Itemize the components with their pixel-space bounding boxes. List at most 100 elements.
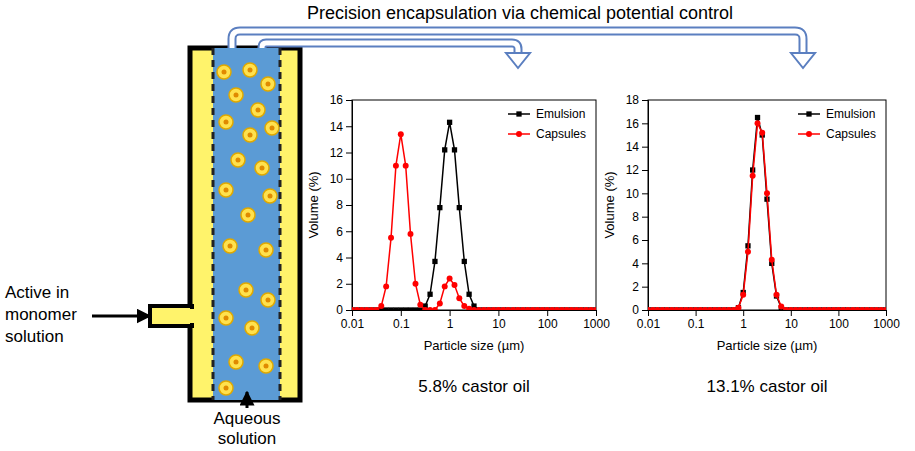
y-tick-mark xyxy=(346,205,352,206)
data-point xyxy=(427,292,432,297)
droplet-core xyxy=(244,288,249,293)
flow-arrow-inner xyxy=(262,43,518,54)
x-tick-label: 100 xyxy=(829,317,849,331)
y-axis-line xyxy=(346,101,353,311)
droplet xyxy=(245,321,259,335)
x-tick-label: 1 xyxy=(740,317,747,331)
y-axis-line xyxy=(642,101,649,311)
x-axis: 0.010.11101001000 xyxy=(341,310,610,331)
x-tick-mark xyxy=(838,310,839,316)
y-tick: 10 xyxy=(626,187,648,201)
droplet xyxy=(239,283,253,297)
data-point xyxy=(735,305,741,310)
data-point xyxy=(403,307,408,310)
data-point xyxy=(447,276,453,282)
y-tick-mark xyxy=(642,147,648,148)
y-tick-label: 8 xyxy=(632,210,639,224)
data-point xyxy=(452,147,457,152)
data-point xyxy=(437,205,442,210)
y-tick-label: 12 xyxy=(626,163,640,177)
droplet-core xyxy=(266,82,271,87)
droplet xyxy=(241,208,255,222)
data-point xyxy=(384,307,389,310)
data-point xyxy=(452,282,458,288)
x-tick-label: 0.01 xyxy=(637,317,661,331)
y-tick: 2 xyxy=(632,280,648,294)
droplet xyxy=(229,355,243,369)
data-point xyxy=(359,307,364,310)
data-point xyxy=(655,307,660,310)
data-point xyxy=(845,307,850,310)
y-tick-mark xyxy=(346,100,352,101)
y-tick-mark xyxy=(346,179,352,180)
inlet-label: solution xyxy=(5,327,64,346)
data-point xyxy=(588,307,593,310)
droplet-core xyxy=(266,298,271,303)
data-point xyxy=(740,292,746,298)
x-tick-mark xyxy=(743,310,744,316)
x-tick-label: 1000 xyxy=(873,317,900,331)
x-tick: 0.01 xyxy=(637,310,661,331)
x-tick: 1 xyxy=(447,310,454,331)
data-point xyxy=(736,305,741,310)
y-tick: 6 xyxy=(336,225,352,239)
x-tick: 10 xyxy=(785,310,799,331)
y-tick-mark xyxy=(346,231,352,232)
droplet-core xyxy=(248,133,253,138)
y-tick-label: 18 xyxy=(626,93,640,107)
data-point xyxy=(432,259,437,264)
droplet xyxy=(255,161,269,175)
data-point xyxy=(883,307,886,310)
y-tick-label: 6 xyxy=(336,225,343,239)
data-point xyxy=(798,307,803,310)
chart-panel: 0.010.111010010000246810121416Particle s… xyxy=(306,93,610,396)
data-point xyxy=(437,300,443,306)
droplet xyxy=(217,65,231,79)
droplet xyxy=(261,293,275,307)
y-tick: 14 xyxy=(626,140,648,154)
bottom-label: solution xyxy=(218,429,277,448)
data-point xyxy=(417,302,423,308)
x-tick: 1 xyxy=(740,310,747,331)
data-point xyxy=(515,307,520,310)
droplet xyxy=(265,121,279,135)
x-axis-line xyxy=(649,311,887,317)
y-tick-label: 6 xyxy=(632,233,639,247)
droplet-core xyxy=(268,194,273,199)
inlet-arrow xyxy=(92,315,150,318)
y-tick-label: 16 xyxy=(330,93,344,107)
data-point xyxy=(769,257,775,263)
flow-arrow-outline xyxy=(232,31,803,54)
x-axis-line xyxy=(353,311,597,317)
x-tick-mark xyxy=(791,310,792,316)
data-point xyxy=(398,307,403,310)
y-tick-label: 2 xyxy=(632,280,639,294)
data-point xyxy=(369,307,374,310)
x-tick-mark xyxy=(547,310,548,316)
data-point xyxy=(388,307,393,310)
x-tick: 1000 xyxy=(583,310,610,331)
y-tick-label: 0 xyxy=(632,303,639,317)
droplet-core xyxy=(224,188,229,193)
droplet xyxy=(243,63,257,77)
data-point xyxy=(457,205,462,210)
x-axis-title: Particle size (µm) xyxy=(424,338,525,353)
x-tick-label: 10 xyxy=(492,317,506,331)
x-tick-mark xyxy=(450,310,451,316)
y-tick-label: 14 xyxy=(626,140,640,154)
y-tick-mark xyxy=(642,217,648,218)
legend: EmulsionCapsules xyxy=(798,107,876,141)
droplet-core xyxy=(224,120,229,125)
y-tick-mark xyxy=(642,170,648,171)
data-point xyxy=(462,259,467,264)
data-point xyxy=(413,307,418,310)
droplet xyxy=(261,77,275,91)
x-tick: 0.1 xyxy=(688,310,705,331)
data-point xyxy=(584,307,589,310)
x-tick-label: 1 xyxy=(447,317,454,331)
droplet xyxy=(231,153,245,167)
chart-panel: 0.010.11101001000024681012141618Particle… xyxy=(602,93,900,396)
droplet xyxy=(243,128,257,142)
data-point xyxy=(442,283,448,289)
flow-arrow-inner xyxy=(232,31,803,54)
